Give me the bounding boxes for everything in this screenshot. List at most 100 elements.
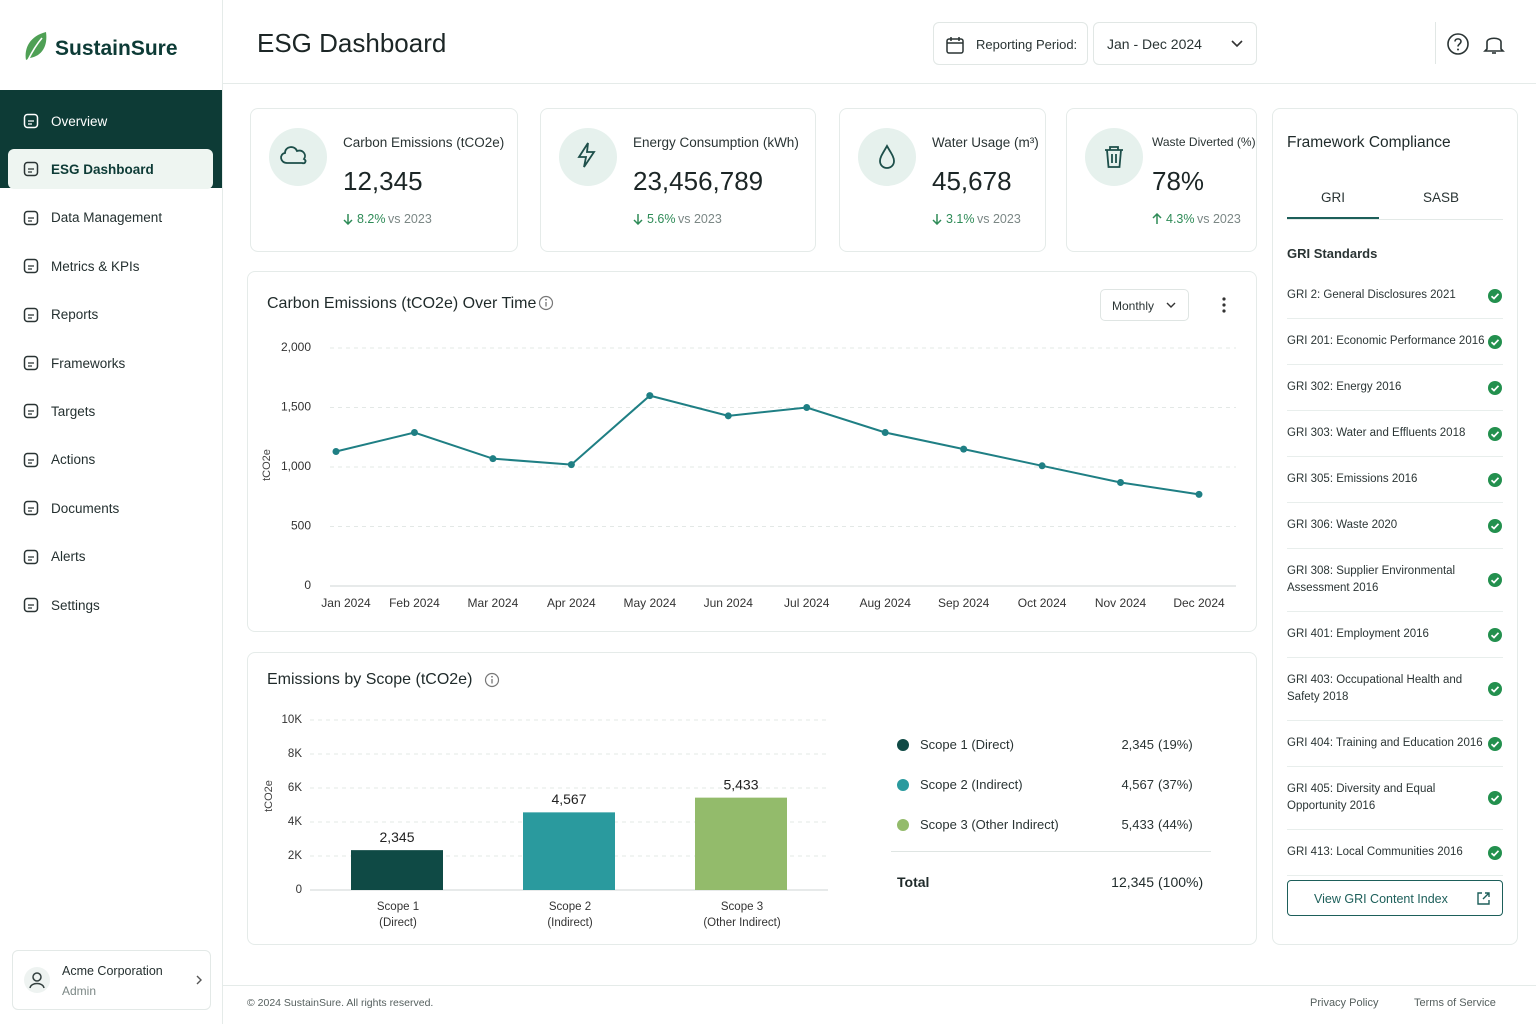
help-icon[interactable]	[1446, 32, 1470, 56]
nav-item[interactable]: Actions	[8, 440, 213, 480]
kpi-change: 8.2%	[357, 212, 386, 226]
nav-item[interactable]: Alerts	[8, 537, 213, 577]
info-icon[interactable]	[538, 295, 554, 311]
tab[interactable]: SASB	[1422, 190, 1460, 205]
x-tick-label: Scope 2 (Indirect)	[547, 901, 593, 929]
nav-item[interactable]: Frameworks	[8, 343, 213, 383]
kpi-icon	[1085, 128, 1143, 186]
trend-arrow	[932, 214, 942, 225]
legend-value: 4,567	[1121, 777, 1154, 792]
chevron	[1166, 302, 1176, 308]
standard-name: GRI 201: Economic Performance 2016	[1287, 335, 1485, 347]
x-tick-label: Scope 3 (Other Indirect)	[703, 901, 781, 929]
nav-item[interactable]: Settings	[8, 585, 213, 625]
check-icon	[1488, 334, 1502, 349]
nav-label: Alerts	[51, 549, 86, 565]
trend-arrow	[1152, 213, 1162, 224]
calendar-icon	[946, 37, 964, 54]
kpi-compare: vs 2023	[1197, 212, 1241, 226]
footer-divider	[223, 985, 1536, 986]
kpi-card: Water Usage (m³) 45,678 3.1% vs 2023	[839, 108, 1046, 252]
kpi-value: 45,678	[932, 166, 1012, 196]
period-label: Reporting Period:	[976, 37, 1078, 52]
kpi-icon	[269, 128, 327, 186]
brand-name: SustainSure	[55, 37, 178, 60]
legend-dot	[897, 819, 909, 831]
nav-item[interactable]: Documents	[8, 488, 213, 528]
tab[interactable]: GRI	[1287, 181, 1379, 219]
standard-row: GRI 303: Water and Effluents 2018	[1287, 411, 1503, 457]
legend-name: Scope 2 (Indirect)	[920, 777, 1023, 792]
kpi-change: 4.3%	[1166, 212, 1195, 226]
footer-link[interactable]: Privacy Policy	[1310, 997, 1379, 1009]
legend-name: Scope 1 (Direct)	[920, 737, 1014, 752]
compliance-panel: Framework Compliance GRI SASB GRI Standar…	[1272, 108, 1518, 945]
footer-link[interactable]: Terms of Service	[1414, 997, 1496, 1009]
nav-item[interactable]: ESG Dashboard	[8, 149, 213, 190]
nav-label: Documents	[51, 500, 120, 516]
nav-item[interactable]: Overview	[8, 101, 213, 141]
nav-item[interactable]: Metrics & KPIs	[8, 246, 213, 286]
standard-row: GRI 405: Diversity and Equal Opportunity…	[1287, 767, 1503, 830]
check-icon	[1488, 682, 1502, 696]
bar-chart-card: Emissions by Scope (tCO2e) Total 12,345 …	[247, 652, 1257, 945]
button-label: View GRI Content Index	[1314, 892, 1448, 906]
nav-item[interactable]: Data Management	[8, 198, 213, 238]
standard-name: GRI 303: Water and Effluents 2018	[1287, 427, 1466, 439]
trend-arrow	[343, 214, 353, 225]
standard-row: GRI 403: Occupational Health and Safety …	[1287, 658, 1503, 721]
legend-name: Scope 3 (Other Indirect)	[920, 817, 1059, 832]
nav-label: Overview	[51, 113, 108, 129]
nav-label: Frameworks	[51, 355, 126, 371]
legend-dot	[897, 739, 909, 751]
nav-icon	[23, 113, 39, 129]
standard-name: GRI 2: General Disclosures 2021	[1287, 289, 1456, 301]
nav-item[interactable]: Targets	[8, 391, 213, 431]
chart-title: Carbon Emissions (tCO2e) Over Time	[267, 295, 537, 312]
header: ESG Dashboard Reporting Period: Jan - De…	[223, 0, 1536, 84]
content-index-button[interactable]: View GRI Content Index	[1287, 880, 1503, 916]
kpi-value: 12,345	[343, 166, 423, 196]
legend-divider	[891, 851, 1211, 852]
kpi-compare: vs 2023	[388, 212, 432, 226]
standard-name: GRI 306: Waste 2020	[1287, 519, 1398, 531]
legend-value: 5,433	[1121, 817, 1154, 832]
bell-icon[interactable]	[1483, 32, 1505, 56]
kpi-icon	[559, 128, 617, 186]
brand-logo	[25, 32, 47, 61]
period-value: Jan - Dec 2024	[1107, 36, 1202, 52]
check-icon	[1488, 380, 1502, 395]
kpi-icon	[858, 128, 916, 186]
nav-label: Actions	[51, 452, 96, 468]
x-tick-label: Scope 1 (Direct)	[376, 901, 420, 929]
check-icon	[1488, 845, 1502, 860]
line-chart-card: Carbon Emissions (tCO2e) Over Time Month…	[247, 271, 1257, 632]
standard-name: GRI 404: Training and Education 2016	[1287, 737, 1483, 749]
nav-icon	[23, 597, 39, 613]
nav-label: Data Management	[51, 210, 163, 226]
more-icon[interactable]	[1219, 296, 1229, 314]
kpi-label: Energy Consumption (kWh)	[633, 135, 799, 150]
period-box: Reporting Period:	[933, 22, 1088, 65]
sidebar: SustainSure Overview ESG Dashboard Data Ma…	[0, 0, 223, 1024]
nav-icon	[23, 162, 39, 177]
period-select[interactable]: Jan - Dec 2024	[1093, 22, 1257, 65]
user-card[interactable]: Acme Corporation Admin	[12, 950, 211, 1010]
period-dropdown[interactable]: Monthly	[1100, 289, 1189, 321]
nav-label: Settings	[51, 597, 100, 613]
nav-icon	[23, 355, 39, 371]
kpi-label: Water Usage (m³)	[932, 135, 1039, 150]
standard-row: GRI 201: Economic Performance 2016	[1287, 319, 1503, 365]
kpi-card: Energy Consumption (kWh) 23,456,789 5.6% vs…	[540, 108, 816, 252]
check-icon	[1488, 426, 1502, 441]
standard-row: GRI 302: Energy 2016	[1287, 365, 1503, 411]
nav-item[interactable]: Reports	[8, 295, 213, 335]
kpi-label: Carbon Emissions (tCO2e)	[343, 135, 505, 150]
kpi-compare: vs 2023	[977, 212, 1021, 226]
check-icon	[1488, 736, 1502, 751]
kpi-change: 5.6%	[647, 212, 676, 226]
info-icon[interactable]	[484, 672, 500, 688]
copyright: © 2024 SustainSure. All rights reserved.	[247, 997, 434, 1009]
external-icon	[1477, 892, 1490, 905]
